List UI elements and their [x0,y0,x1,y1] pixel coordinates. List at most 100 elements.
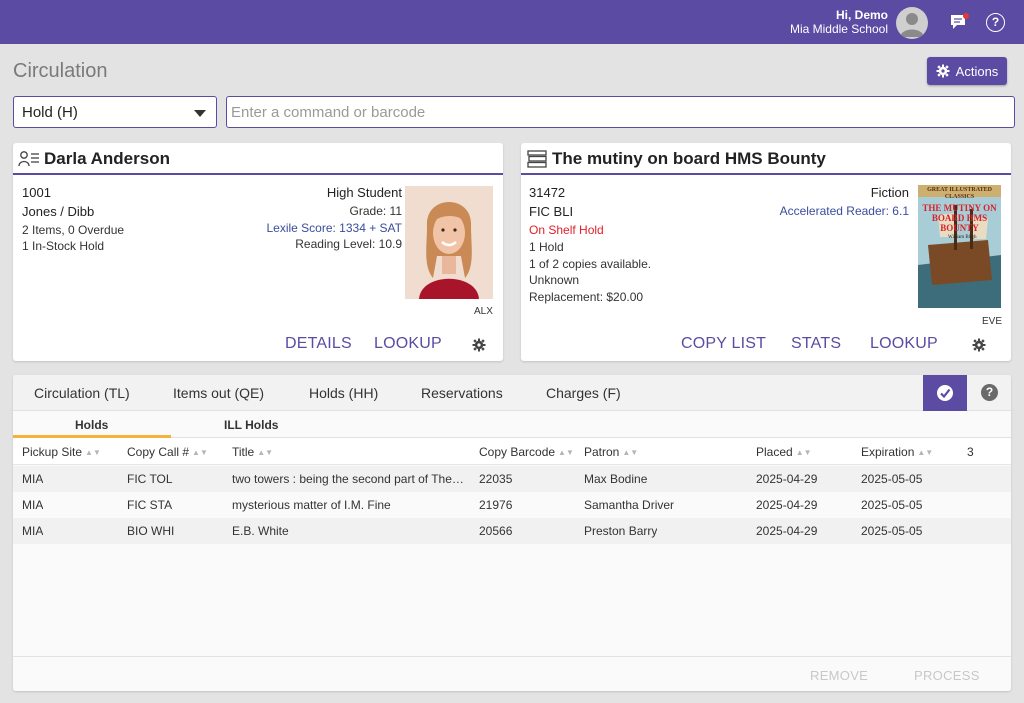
title-barcode: 31472 [529,185,566,200]
cell-title: mysterious matter of I.M. Fine [232,498,391,512]
help-icon[interactable]: ? [986,13,1005,32]
cell-expiration: 2025-05-05 [861,524,923,538]
patron-items-summary: 2 Items, 0 Overdue [22,223,125,237]
cover-series: GREAT ILLUSTRATED CLASSICS [927,187,992,200]
mode-select-value: Hold (H) [22,104,78,121]
cell-patron: Max Bodine [584,472,648,486]
command-input[interactable] [226,96,1015,128]
tab-holds[interactable]: Holds (HH) [309,385,379,401]
checkout-toggle-button[interactable] [923,375,967,411]
cell-title: E.B. White [232,524,289,538]
table-row[interactable]: MIA FIC STA mysterious matter of I.M. Fi… [13,492,1011,518]
tab-circulation[interactable]: Circulation (TL) [34,385,130,401]
title-settings-gear-icon[interactable] [972,338,986,352]
subtab-ill-holds[interactable]: ILL Holds [224,418,279,432]
patron-lexile[interactable]: Lexile Score: 1334 + SAT [266,221,402,235]
cell-placed: 2025-04-29 [756,524,818,538]
patron-name: Darla Anderson [44,149,170,168]
title-status: On Shelf Hold [529,223,604,237]
title-ar-level[interactable]: Accelerated Reader: 6.1 [779,204,909,218]
title-replacement: Replacement: $20.00 [529,290,644,304]
cell-patron: Preston Barry [584,524,658,538]
active-subtab-indicator [13,435,171,438]
messages-icon[interactable] [949,13,969,31]
cell-copy-call: FIC STA [127,498,173,512]
title-location: Unknown [529,273,580,287]
patron-homeroom: Jones / Dibb [22,204,95,219]
cell-copy-call: FIC TOL [127,472,173,486]
tab-charges[interactable]: Charges (F) [546,385,621,401]
patron-lookup-button[interactable]: LOOKUP [374,335,442,352]
subtab-holds[interactable]: Holds [75,418,109,432]
cell-placed: 2025-04-29 [756,498,818,512]
page-title: Circulation [13,60,108,82]
process-button[interactable]: PROCESS [914,668,980,683]
patron-list-icon [18,151,39,167]
chevron-down-icon [194,110,206,117]
user-school: Mia Middle School [789,22,888,36]
stats-button[interactable]: STATS [791,335,842,352]
tab-items-out[interactable]: Items out (QE) [173,385,265,401]
details-button[interactable]: DETAILS [285,335,352,352]
panel-tabs: Circulation (TL) Items out (QE) Holds (H… [13,375,1011,411]
user-info: Hi, Demo Mia Middle School [790,8,888,37]
circulation-panel: Circulation (TL) Items out (QE) Holds (H… [13,375,1011,691]
actions-button[interactable]: Actions [927,57,1007,85]
patron-settings-gear-icon[interactable] [472,338,486,352]
cell-placed: 2025-04-29 [756,472,818,486]
cell-copy-barcode: 22035 [479,472,513,486]
patron-grade: Grade: 11 [349,204,402,218]
column-title[interactable]: Title ▲▼ [232,445,274,459]
patron-barcode: 1001 [22,185,51,200]
mode-select[interactable]: Hold (H) [13,96,217,128]
title-name: The mutiny on board HMS Bounty [552,149,826,168]
column-placed[interactable]: Placed ▲▼ [756,445,812,459]
remove-button[interactable]: REMOVE [810,668,869,683]
cell-expiration: 2025-05-05 [861,472,923,486]
column-patron[interactable]: Patron ▲▼ [584,445,639,459]
row-count: 3 [967,445,974,459]
top-bar: Hi, Demo Mia Middle School ? [0,0,1024,44]
title-card: The mutiny on board HMS Bounty 31472 FIC… [521,143,1011,361]
book-cover: GREAT ILLUSTRATED CLASSICS THE MUTINY ON… [918,185,1001,308]
patron-photo [405,186,493,299]
copy-list-button[interactable]: COPY LIST [681,335,767,352]
cell-copy-call: BIO WHI [127,524,175,538]
books-icon [527,150,547,168]
gear-icon [936,64,950,78]
actions-label: Actions [955,63,999,79]
patron-holds-summary: 1 In-Stock Hold [22,239,105,253]
user-avatar[interactable] [896,7,928,39]
title-lookup-button[interactable]: LOOKUP [870,335,938,352]
title-call-number: FIC BLI [529,204,574,219]
title-holds: 1 Hold [529,240,564,254]
column-expiration[interactable]: Expiration ▲▼ [861,445,934,459]
cell-expiration: 2025-05-05 [861,498,923,512]
cell-patron: Samantha Driver [584,498,675,512]
patron-card: Darla Anderson 1001 Jones / Dibb 2 Items… [13,143,503,361]
patron-reading-level: Reading Level: 10.9 [295,237,402,251]
cell-pickup-site: MIA [22,472,44,486]
cover-author: William Bligh [948,235,977,240]
tab-reservations[interactable]: Reservations [421,385,503,401]
column-pickup-site[interactable]: Pickup Site ▲▼ [22,445,101,459]
panel-help-icon[interactable]: ? [981,384,998,401]
table-row[interactable]: MIA BIO WHI E.B. White 20566 Preston Bar… [13,518,1011,544]
check-badge-icon [937,385,953,401]
title-availability: 1 of 2 copies available. [529,257,652,271]
patron-card-header: Darla Anderson [13,143,503,175]
cell-pickup-site: MIA [22,524,44,538]
patron-photo-caption: ALX [474,306,493,317]
cell-pickup-site: MIA [22,498,44,512]
column-copy-barcode[interactable]: Copy Barcode ▲▼ [479,445,574,459]
cell-title: two towers : being the second part of Th… [232,472,464,486]
cell-copy-barcode: 20566 [479,524,513,538]
user-greeting: Hi, Demo [835,8,888,22]
table-row[interactable]: MIA FIC TOL two towers : being the secon… [13,466,1011,492]
patron-type: High Student [326,185,402,200]
holds-table-header: Pickup Site ▲▼ Copy Call # ▲▼ Title ▲▼ Copy… [13,438,1011,465]
cover-title: THE MUTINY ON BOARD HMS BOUNTY [922,203,997,233]
column-copy-call[interactable]: Copy Call # ▲▼ [127,445,208,459]
cell-copy-barcode: 21976 [479,498,513,512]
title-genre: Fiction [870,185,909,200]
